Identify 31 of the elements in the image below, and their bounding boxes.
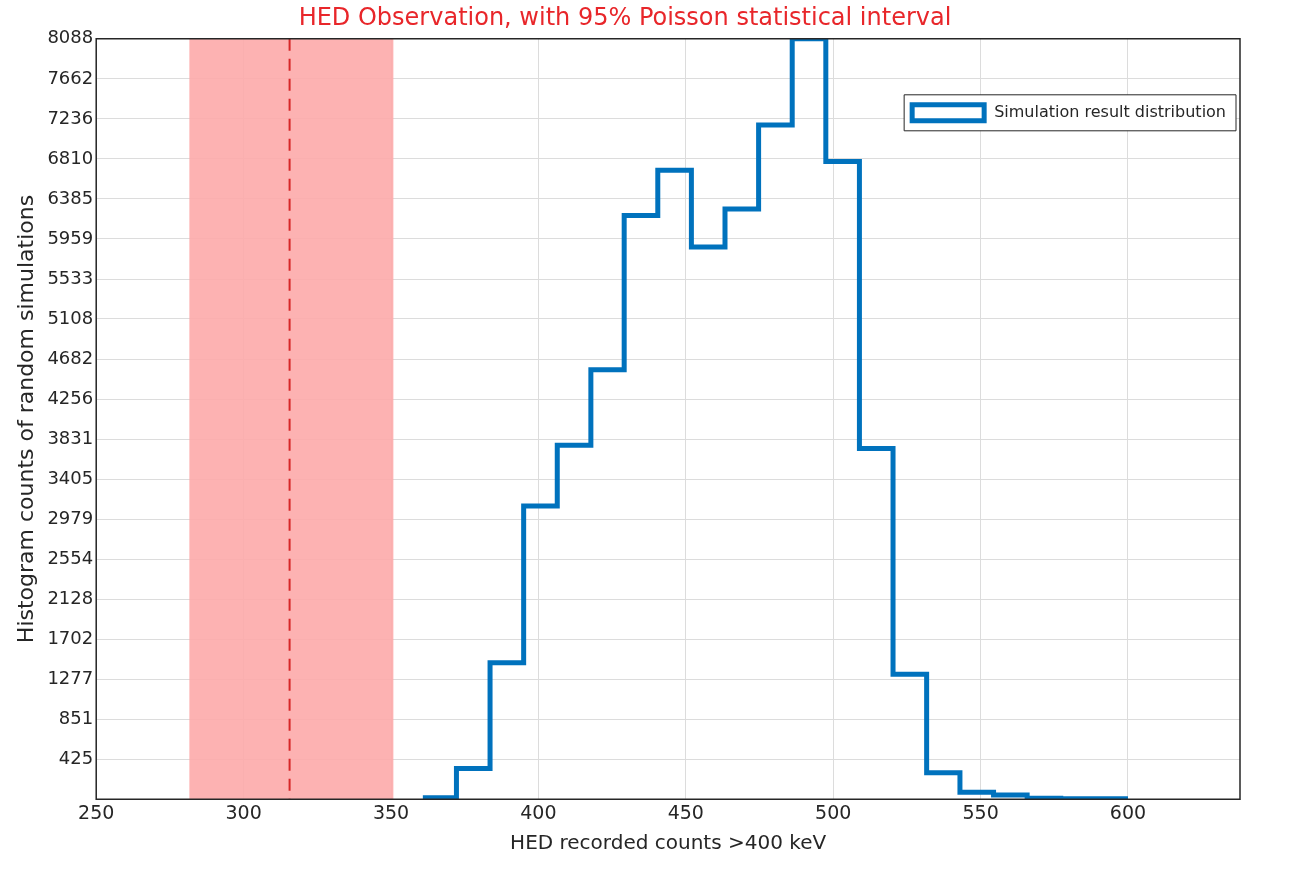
y-tick-label: 6385 <box>47 186 94 208</box>
x-axis-title: HED recorded counts >400 keV <box>510 830 827 855</box>
y-tick-label: 5533 <box>47 266 94 288</box>
x-tick-label: 300 <box>225 800 262 823</box>
y-tick-label: 1702 <box>47 626 94 648</box>
y-tick-label: 7662 <box>47 66 94 88</box>
x-tick-label: 600 <box>1109 800 1147 823</box>
y-tick-label: 4682 <box>47 346 94 368</box>
x-tick-label: 350 <box>372 800 410 823</box>
chart-title: HED Observation, with 95% Poisson statistical interval <box>298 2 952 31</box>
y-tick-label: 6810 <box>47 146 94 168</box>
x-tick-label: 250 <box>78 800 115 823</box>
y-tick-label: 2979 <box>47 506 94 528</box>
y-tick-label: 4256 <box>47 386 94 408</box>
x-tick-label: 550 <box>962 800 999 823</box>
y-tick-label: 8088 <box>47 26 94 48</box>
y-tick-label: 7236 <box>47 106 94 128</box>
y-axis-title: Histogram counts of random simulations <box>12 194 38 644</box>
y-tick-label: 5959 <box>47 226 94 248</box>
y-tick-label: 425 <box>58 746 94 768</box>
legend-label: Simulation result distribution <box>994 101 1226 121</box>
y-tick-label: 2128 <box>47 586 94 608</box>
y-tick-label: 5108 <box>47 306 94 328</box>
y-tick-label: 3831 <box>47 426 94 448</box>
y-tick-label: 1277 <box>47 666 94 688</box>
x-tick-label: 400 <box>520 800 557 823</box>
y-tick-label: 851 <box>58 706 94 728</box>
x-tick-label: 450 <box>667 800 704 823</box>
y-tick-label: 2554 <box>47 546 94 568</box>
x-tick-label: 500 <box>815 800 852 823</box>
y-tick-label: 3405 <box>47 466 94 488</box>
